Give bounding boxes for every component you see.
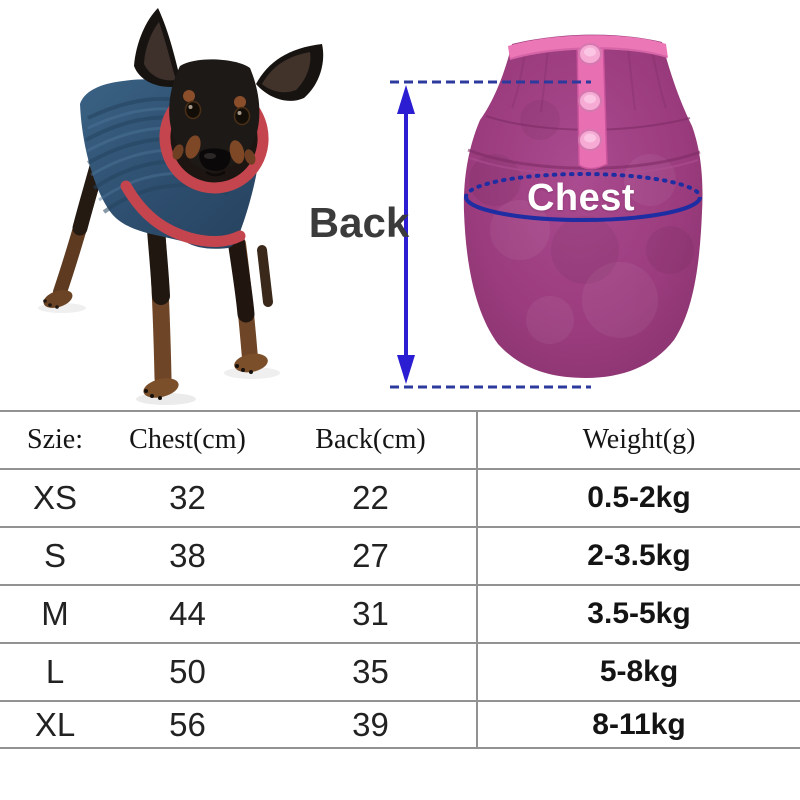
col-header-back: Back(cm) — [315, 424, 426, 455]
chest-value: 32 — [169, 479, 206, 516]
dog-photo — [38, 8, 324, 405]
table-row-m: M 44 31 3.5-5kg — [0, 584, 800, 642]
table-header-row: Szie: Chest(cm) Back(cm) Weight(g) — [0, 410, 800, 468]
chest-measurement-label: Chest — [526, 177, 636, 219]
size-value: L — [45, 653, 65, 690]
dog-eyes — [184, 100, 251, 126]
table-row-s: S 38 27 2-3.5kg — [0, 526, 800, 584]
back-measure-arrow — [397, 85, 415, 384]
vest-trim — [120, 180, 246, 247]
size-value: S — [43, 537, 66, 574]
col-header-weight: Weight(g) — [476, 412, 800, 468]
garment-back-photo — [463, 34, 703, 379]
weight-value: 8-11kg — [476, 702, 800, 747]
dog-head — [169, 59, 260, 177]
table-row-xs: XS 32 22 0.5-2kg — [0, 468, 800, 526]
col-header-chest: Chest(cm) — [129, 424, 246, 455]
measurement-annotations — [390, 80, 702, 389]
weight-value: 5-8kg — [476, 644, 800, 700]
weight-value: 2-3.5kg — [476, 528, 800, 584]
chest-value: 56 — [169, 705, 206, 743]
chest-value: 38 — [169, 537, 206, 574]
back-value: 31 — [352, 595, 389, 632]
dog-ears — [134, 8, 324, 101]
back-value: 39 — [352, 705, 389, 743]
chest-value: 50 — [169, 653, 206, 690]
table-row-l: L 50 35 5-8kg — [0, 642, 800, 700]
garment-body — [463, 34, 703, 379]
size-chart-table: Szie: Chest(cm) Back(cm) Weight(g) XS 32… — [0, 410, 800, 749]
size-value: XL — [34, 705, 76, 743]
chest-measure-ellipse — [464, 172, 702, 222]
col-header-size: Szie: — [27, 424, 83, 455]
back-value: 35 — [352, 653, 389, 690]
weight-value: 3.5-5kg — [476, 586, 800, 642]
back-measurement-label: Back — [308, 199, 410, 246]
table-row-xl: XL 56 39 8-11kg — [0, 700, 800, 747]
chest-value: 44 — [169, 595, 206, 632]
size-value: M — [41, 595, 69, 632]
size-value: XS — [32, 479, 78, 516]
back-value: 22 — [352, 479, 389, 516]
weight-value: 0.5-2kg — [476, 470, 800, 526]
garment-buttons — [578, 43, 602, 151]
back-value: 27 — [352, 537, 389, 574]
product-hero-image: Back Chest — [38, 8, 703, 405]
